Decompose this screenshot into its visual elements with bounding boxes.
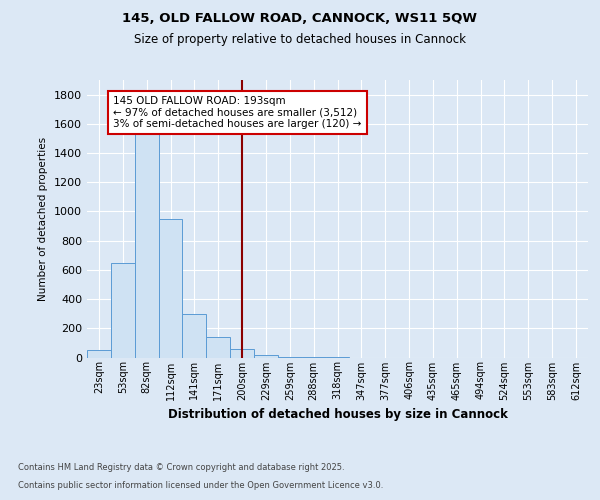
Text: Size of property relative to detached houses in Cannock: Size of property relative to detached ho… — [134, 32, 466, 46]
Bar — [230, 348, 254, 358]
Text: Contains public sector information licensed under the Open Government Licence v3: Contains public sector information licen… — [18, 481, 383, 490]
Bar — [135, 131, 158, 358]
Bar — [206, 337, 230, 357]
Bar — [111, 262, 135, 358]
Y-axis label: Number of detached properties: Number of detached properties — [38, 136, 49, 301]
Text: 145 OLD FALLOW ROAD: 193sqm
← 97% of detached houses are smaller (3,512)
3% of s: 145 OLD FALLOW ROAD: 193sqm ← 97% of det… — [113, 96, 362, 130]
X-axis label: Distribution of detached houses by size in Cannock: Distribution of detached houses by size … — [167, 408, 508, 421]
Bar — [87, 350, 111, 358]
Text: Contains HM Land Registry data © Crown copyright and database right 2025.: Contains HM Land Registry data © Crown c… — [18, 464, 344, 472]
Bar — [278, 357, 302, 358]
Bar — [254, 356, 278, 358]
Bar — [158, 219, 182, 358]
Text: 145, OLD FALLOW ROAD, CANNOCK, WS11 5QW: 145, OLD FALLOW ROAD, CANNOCK, WS11 5QW — [122, 12, 478, 26]
Bar — [182, 314, 206, 358]
